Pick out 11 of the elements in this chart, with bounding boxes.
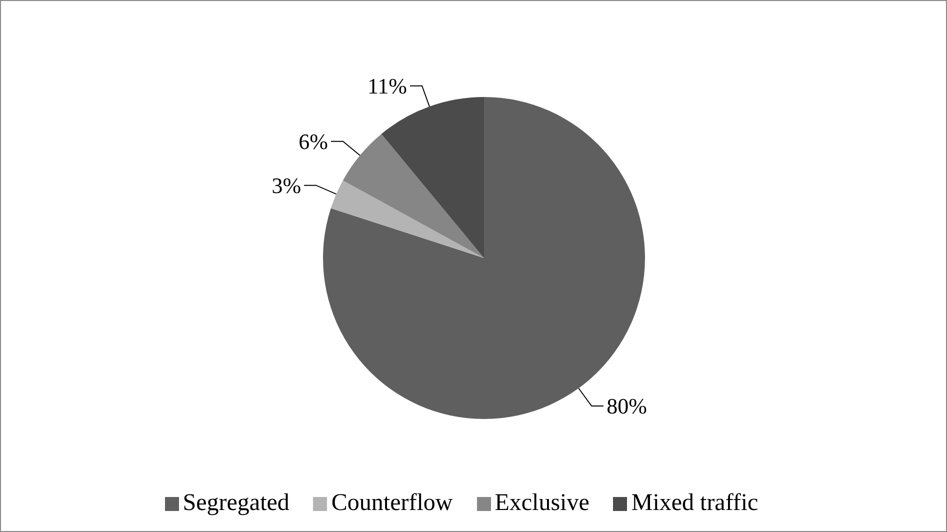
legend-label: Mixed traffic (631, 490, 758, 516)
legend-label: Segregated (182, 490, 290, 516)
data-label: 80% (606, 394, 647, 419)
legend-label: Exclusive (494, 490, 590, 516)
data-label: 6% (298, 128, 328, 154)
pie-slice (381, 97, 484, 258)
legend-label: Counterflow (331, 490, 453, 516)
data-label: 11% (367, 73, 408, 98)
pie-slice (342, 134, 484, 258)
data-label: 3% (272, 172, 302, 198)
pie-slice (330, 180, 484, 258)
